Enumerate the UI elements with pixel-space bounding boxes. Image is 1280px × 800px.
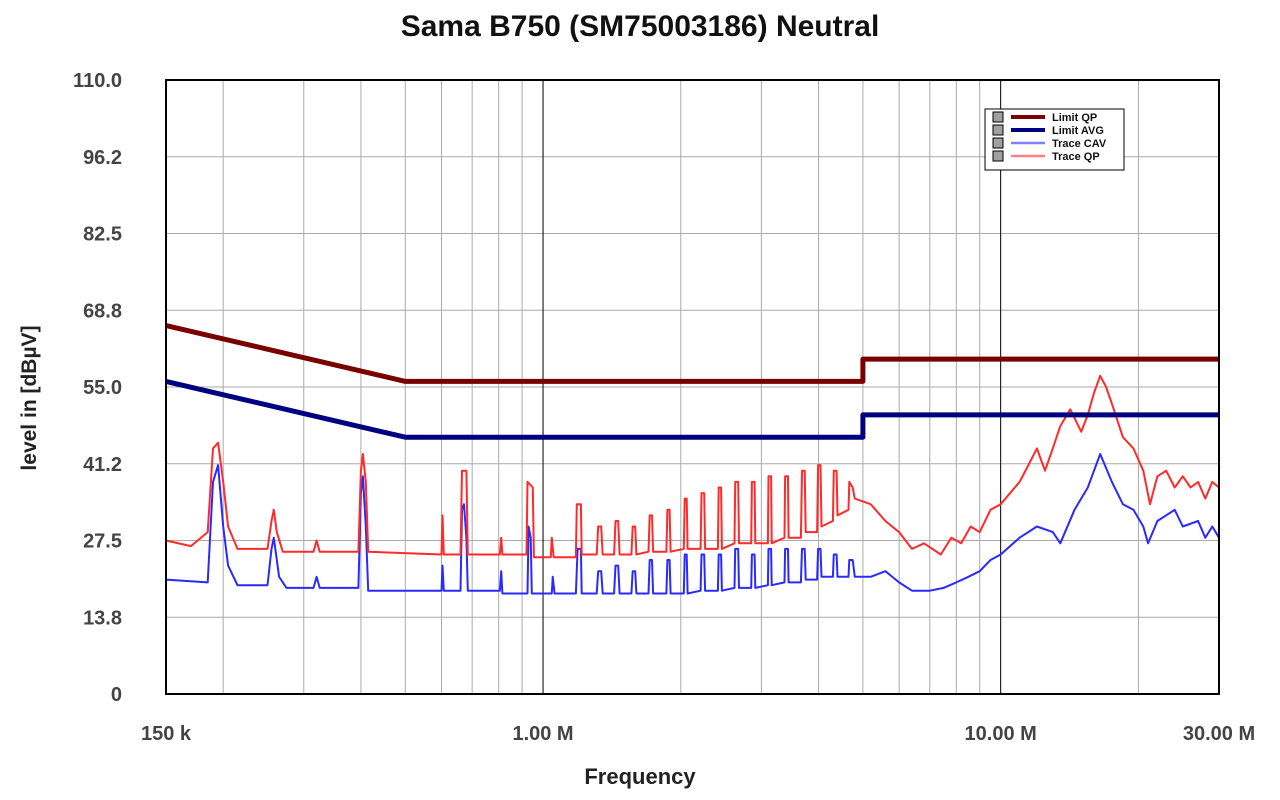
x-tick-label: 1.00 M — [512, 723, 573, 745]
legend-box — [984, 108, 1125, 171]
series-limit-avg — [165, 378, 1219, 440]
series-trace-qp — [165, 374, 1220, 559]
x-tick-label: 10.00 M — [965, 723, 1037, 745]
legend-label: Limit AVG — [1052, 125, 1104, 137]
y-tick-label: 41.2 — [83, 454, 122, 476]
chart-title: Sama B750 (SM75003186) Neutral — [400, 10, 880, 43]
legend-label: Trace QP — [1052, 151, 1100, 163]
y-tick-label: 68.8 — [83, 300, 122, 322]
series-limit-qp — [165, 323, 1219, 384]
x-axis-label: Frequency — [584, 764, 696, 789]
y-tick-label: 82.5 — [83, 224, 122, 246]
legend-label: Trace CAV — [1052, 138, 1107, 150]
plot-border — [165, 79, 1220, 695]
x-tick-label: 30.00 M — [1183, 723, 1255, 745]
y-tick-label: 27.5 — [83, 531, 122, 553]
y-tick-label: 0 — [111, 684, 122, 706]
legend-checkbox[interactable] — [992, 111, 1004, 123]
y-tick-label: 55.0 — [83, 377, 122, 399]
series-trace-cav — [165, 453, 1220, 595]
legend-checkbox[interactable] — [992, 124, 1004, 136]
y-tick-label: 110.0 — [73, 70, 122, 92]
legend-checkbox[interactable] — [992, 137, 1004, 149]
legend-checkbox[interactable] — [992, 150, 1004, 162]
y-tick-label: 13.8 — [83, 607, 122, 629]
y-tick-label: 96.2 — [83, 147, 122, 169]
x-tick-label: 150 k — [141, 723, 192, 745]
legend-label: Limit QP — [1052, 112, 1097, 124]
